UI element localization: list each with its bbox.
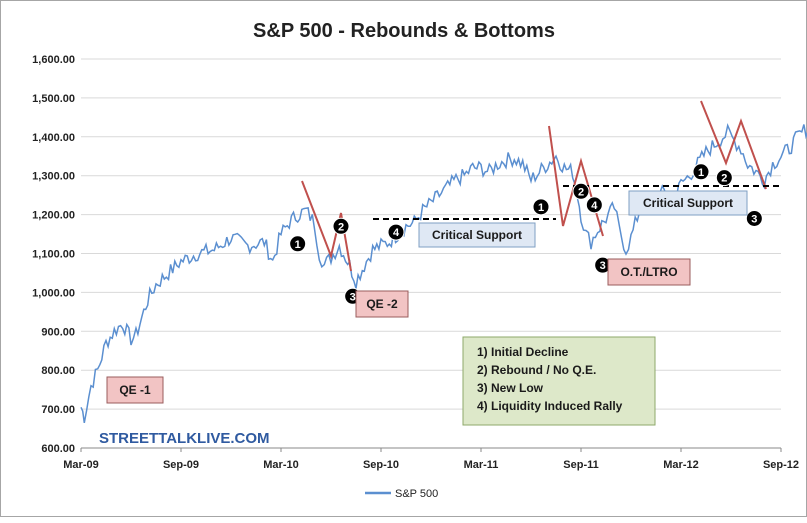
- x-tick-label: Sep-11: [563, 459, 598, 471]
- marker-circle: [585, 196, 603, 214]
- marker-circle: [332, 217, 350, 235]
- x-tick-label: Mar-10: [263, 459, 298, 471]
- key-line-3: 3) New Low: [477, 381, 544, 395]
- grid: [81, 58, 781, 449]
- y-axis-ticks: 600.00 700.00 800.00 900.00 1,000.00 1,100.00…: [32, 54, 75, 455]
- qe2-box: [355, 290, 409, 318]
- y-tick-label: 800.00: [41, 365, 75, 377]
- x-tick-label: Sep-10: [363, 459, 399, 471]
- y-tick-label: 1,000.00: [32, 287, 75, 299]
- chart-title: S&P 500 - Rebounds & Bottoms: [253, 20, 555, 42]
- series-sp500-line: [80, 123, 807, 424]
- ot-ltro-label: O.T./LTRO: [620, 265, 677, 279]
- y-tick-label: 1,600.00: [32, 54, 75, 66]
- y-tick-label: 600.00: [41, 443, 75, 455]
- marker-circle: [572, 182, 590, 200]
- critical-support-box-1: [418, 222, 536, 248]
- y-tick-label: 1,500.00: [32, 93, 75, 105]
- key-line-2: 2) Rebound / No Q.E.: [477, 363, 596, 377]
- critical-support-label-2: Critical Support: [643, 196, 733, 210]
- marker-label: 4: [591, 200, 598, 212]
- marker-label: 2: [338, 221, 344, 233]
- marker-label: 3: [600, 260, 606, 272]
- y-tick-label: 1,200.00: [32, 210, 75, 222]
- y-tick-label: 1,300.00: [32, 171, 75, 183]
- key-box: [462, 336, 656, 426]
- marker-circle: [715, 169, 733, 187]
- critical-support-box-2: [628, 190, 748, 216]
- critical-support-label-1: Critical Support: [432, 228, 522, 242]
- key-line-1: 1) Initial Decline: [477, 345, 569, 359]
- x-tick-label: Mar-12: [663, 459, 698, 471]
- ot-ltro-box: [607, 258, 691, 286]
- trend-line-2010: [301, 180, 352, 272]
- x-tick-label: Sep-09: [163, 459, 199, 471]
- x-tick-label: Mar-11: [464, 459, 499, 471]
- marker-circle: [745, 209, 763, 227]
- watermark: STREETTALKLIVE.COM: [99, 430, 270, 447]
- trend-line-2012: [700, 100, 767, 190]
- y-tick-label: 700.00: [41, 404, 75, 416]
- x-tick-label: Sep-12: [763, 459, 799, 471]
- y-tick-label: 1,100.00: [32, 249, 75, 261]
- marker-label: 3: [751, 213, 757, 225]
- marker-label: 3: [350, 291, 356, 303]
- marker-label: 1: [698, 167, 704, 179]
- y-tick-label: 900.00: [41, 326, 75, 338]
- qe1-box: [106, 376, 164, 404]
- marker-label: 2: [578, 186, 584, 198]
- legend-label: S&P 500: [395, 488, 438, 500]
- x-axis-ticks: Mar-09 Sep-09 Mar-10 Sep-10 Mar-11 Sep-11 Mar-…: [63, 448, 799, 471]
- marker-label: 1: [295, 239, 301, 251]
- qe2-label: QE -2: [366, 297, 398, 311]
- marker-circle: [289, 235, 307, 253]
- marker-circle: [387, 223, 405, 241]
- x-tick-label: Mar-09: [63, 459, 98, 471]
- marker-label: 2: [721, 173, 727, 185]
- marker-circle: [692, 163, 710, 181]
- qe1-label: QE -1: [119, 383, 151, 397]
- marker-circle: [532, 198, 550, 216]
- marker-label: 1: [538, 202, 544, 214]
- key-line-4: 4) Liquidity Induced Rally: [477, 399, 623, 413]
- marker-label: 4: [393, 227, 400, 239]
- trend-line-2011: [548, 125, 604, 237]
- y-tick-label: 1,400.00: [32, 132, 75, 144]
